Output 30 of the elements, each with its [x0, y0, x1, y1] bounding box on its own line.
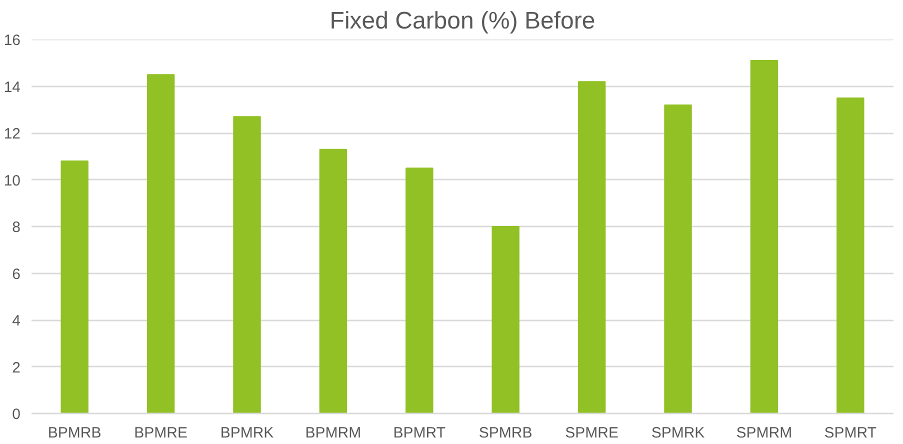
x-tick-label: SPMRK [651, 424, 705, 442]
x-tick-label: SPMRT [824, 424, 877, 442]
y-tick-label: 2 [12, 359, 20, 376]
y-tick-label: 4 [12, 312, 20, 330]
y-tick-label: 14 [4, 78, 21, 96]
y-tick-label: 6 [12, 266, 20, 283]
bar [492, 226, 520, 414]
bar [319, 148, 348, 414]
x-tick-label: BPMRT [393, 424, 446, 442]
y-tick-label: 0 [12, 406, 20, 423]
y-tick-label: 10 [4, 172, 21, 190]
x-tick-label: BPMRE [134, 424, 188, 442]
bar [233, 116, 261, 414]
x-tick-label: SPMRE [565, 424, 618, 442]
x-tick-label: SPMRM [736, 424, 792, 442]
bar [750, 60, 778, 414]
x-tick-label: BPMRM [305, 424, 362, 442]
bar [836, 97, 864, 414]
y-tick-label: 16 [4, 32, 21, 49]
x-tick-label: SPMRB [478, 424, 532, 442]
bar [406, 168, 434, 414]
y-tick-label: 8 [12, 219, 20, 236]
x-tick-label: BPMRK [220, 424, 274, 442]
y-tick-label: 12 [4, 126, 21, 142]
bar [664, 104, 692, 414]
bar [578, 81, 606, 414]
x-tick-label: BPMRB [48, 424, 102, 442]
bar [60, 160, 88, 414]
chart-title: Fixed Carbon (%) Before [330, 8, 596, 34]
bar [146, 74, 175, 414]
